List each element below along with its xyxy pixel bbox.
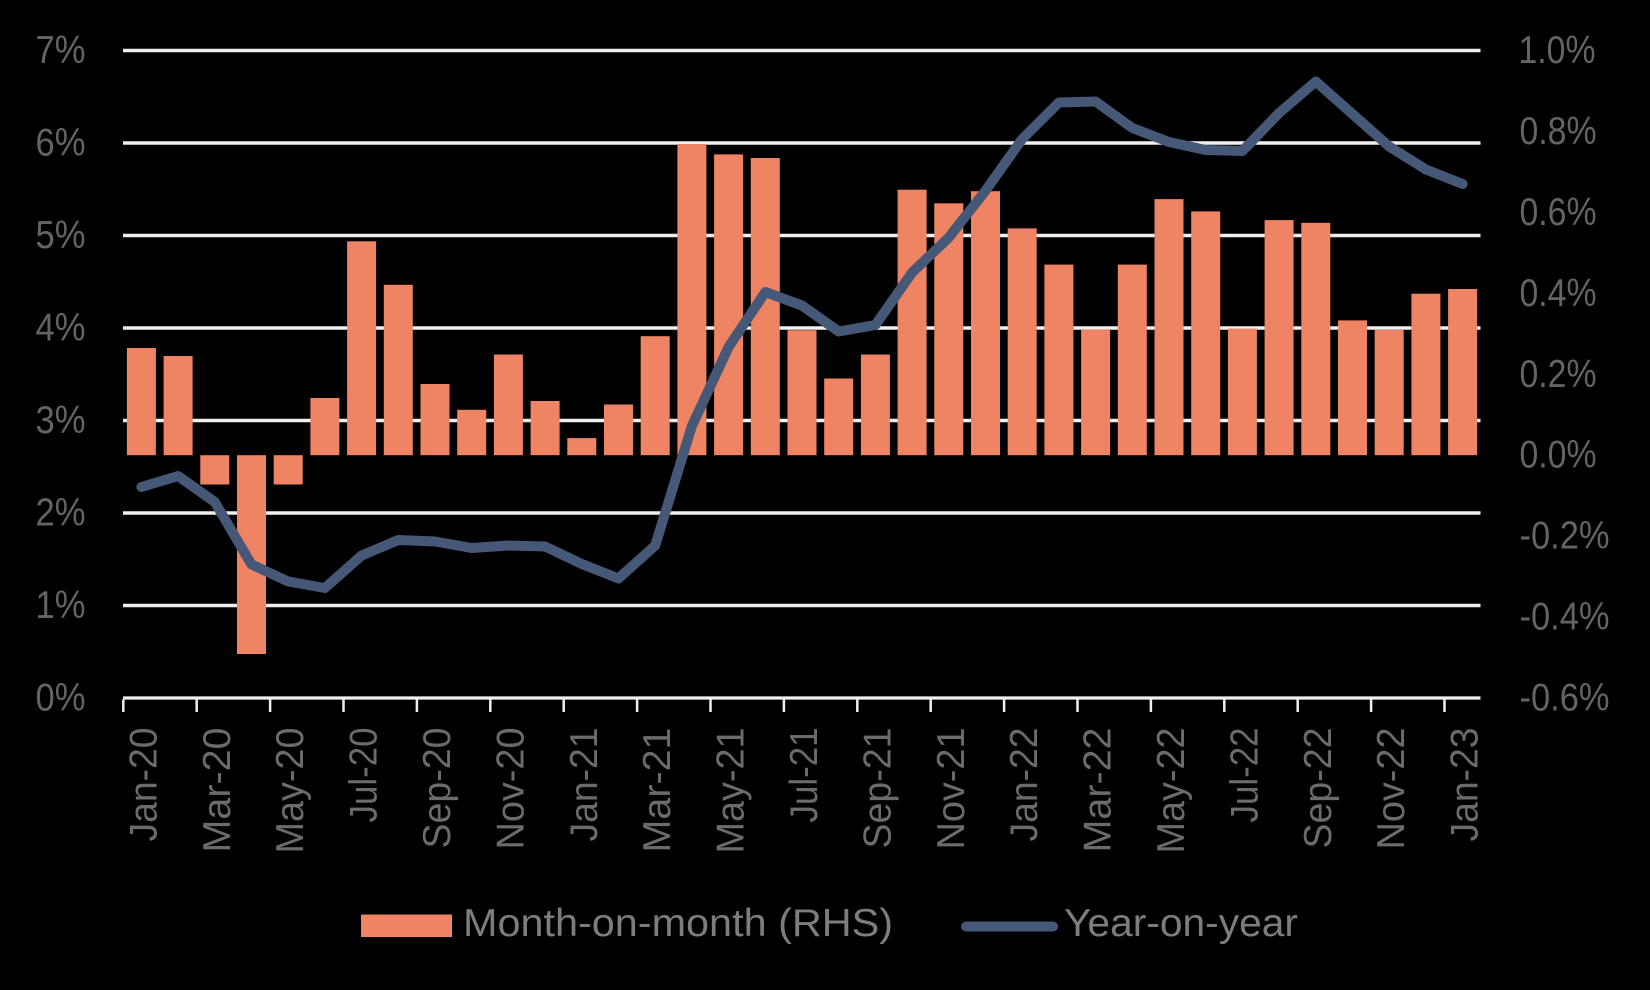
svg-text:6%: 6%: [36, 122, 86, 165]
svg-text:Month-on-month (RHS): Month-on-month (RHS): [463, 902, 893, 945]
svg-text:Jul-20: Jul-20: [343, 728, 386, 823]
svg-text:-0.4%: -0.4%: [1520, 596, 1610, 639]
svg-text:Nov-20: Nov-20: [489, 728, 532, 850]
svg-text:-0.6%: -0.6%: [1520, 677, 1610, 720]
svg-text:Jul-22: Jul-22: [1223, 728, 1266, 823]
svg-text:May-20: May-20: [269, 728, 312, 854]
svg-text:Sep-20: Sep-20: [416, 728, 459, 849]
svg-text:Mar-22: Mar-22: [1077, 728, 1120, 853]
svg-text:Jul-21: Jul-21: [783, 728, 826, 823]
svg-text:1%: 1%: [36, 584, 86, 627]
svg-text:7%: 7%: [36, 29, 86, 72]
svg-text:0.6%: 0.6%: [1520, 191, 1597, 234]
svg-text:0.2%: 0.2%: [1520, 353, 1597, 396]
svg-text:5%: 5%: [36, 214, 86, 257]
svg-text:0.0%: 0.0%: [1520, 434, 1597, 477]
svg-text:Nov-21: Nov-21: [930, 728, 973, 850]
svg-text:2%: 2%: [36, 492, 86, 535]
svg-text:1.0%: 1.0%: [1519, 29, 1596, 72]
svg-text:0%: 0%: [36, 677, 86, 720]
svg-text:Year-on-year: Year-on-year: [1064, 902, 1298, 945]
svg-text:3%: 3%: [36, 399, 86, 442]
svg-text:Jan-23: Jan-23: [1444, 728, 1487, 842]
svg-text:0.4%: 0.4%: [1520, 272, 1597, 315]
svg-text:Sep-21: Sep-21: [856, 728, 899, 849]
svg-text:0.8%: 0.8%: [1520, 110, 1597, 153]
svg-text:Sep-22: Sep-22: [1297, 728, 1340, 849]
svg-text:May-22: May-22: [1150, 728, 1193, 854]
svg-text:Jan-21: Jan-21: [563, 728, 606, 842]
svg-text:Mar-20: Mar-20: [196, 728, 239, 853]
svg-text:Mar-21: Mar-21: [636, 728, 679, 853]
svg-text:Jan-22: Jan-22: [1003, 728, 1046, 842]
svg-text:Jan-20: Jan-20: [122, 728, 165, 842]
svg-text:May-21: May-21: [710, 728, 753, 854]
svg-text:4%: 4%: [36, 307, 86, 350]
svg-text:-0.2%: -0.2%: [1520, 515, 1610, 558]
svg-text:Nov-22: Nov-22: [1370, 728, 1413, 850]
